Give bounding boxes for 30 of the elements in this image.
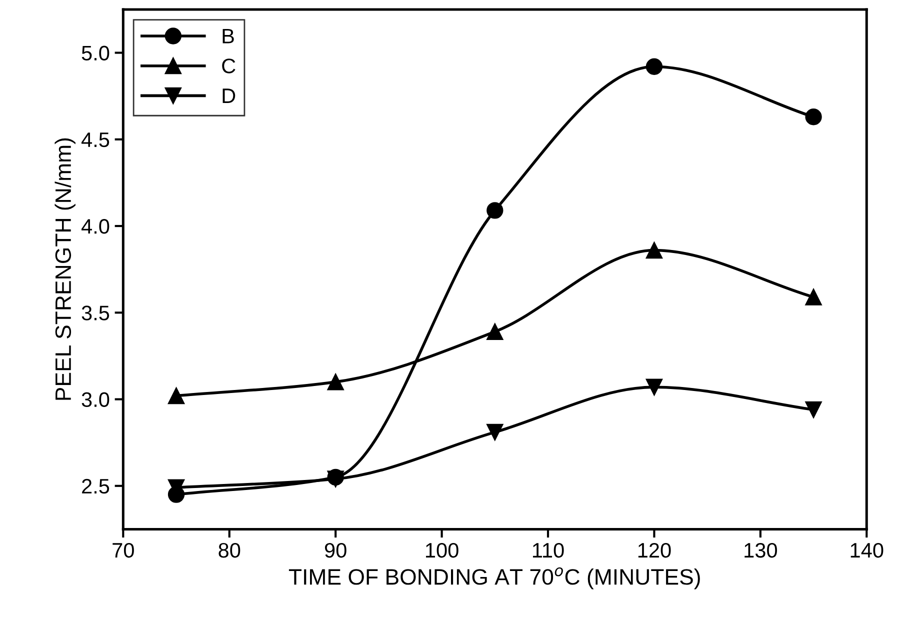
point — [486, 202, 504, 219]
x-tick-label: 70 — [112, 542, 134, 558]
legend-label: C — [222, 58, 236, 74]
x-tick-label: 120 — [638, 542, 671, 558]
y-tick-label: 3.0 — [82, 392, 110, 408]
point — [646, 58, 663, 75]
y-tick-label: 2.5 — [82, 478, 110, 494]
point — [646, 242, 663, 259]
point — [646, 378, 663, 396]
point — [168, 387, 185, 404]
y-tick-label: 4.0 — [81, 219, 110, 234]
x-tick-label: 90 — [324, 542, 346, 558]
x-tick-label: 110 — [532, 542, 564, 558]
point — [805, 401, 822, 418]
point — [327, 374, 344, 390]
point — [486, 424, 504, 441]
point — [805, 108, 822, 126]
x-tick-label: 100 — [426, 542, 458, 558]
x-tick-label: 130 — [744, 542, 777, 558]
y-tick-label: 3.5 — [82, 306, 110, 320]
legend-label: D — [222, 88, 236, 103]
x-tick-label: 80 — [218, 542, 240, 558]
y-tick-label: 4.5 — [81, 132, 110, 148]
x-tick-label: 140 — [850, 542, 884, 558]
x-axis-title: TIME OF BONDING AT 70$^{o}$C (MINUTES) — [288, 567, 700, 590]
point — [486, 323, 504, 340]
legend-label: B — [222, 28, 234, 44]
y-axis-title: PEEL STRENGTH (N/mm) — [54, 138, 76, 400]
point — [805, 288, 822, 306]
y-tick-label: 5.0 — [82, 46, 110, 61]
